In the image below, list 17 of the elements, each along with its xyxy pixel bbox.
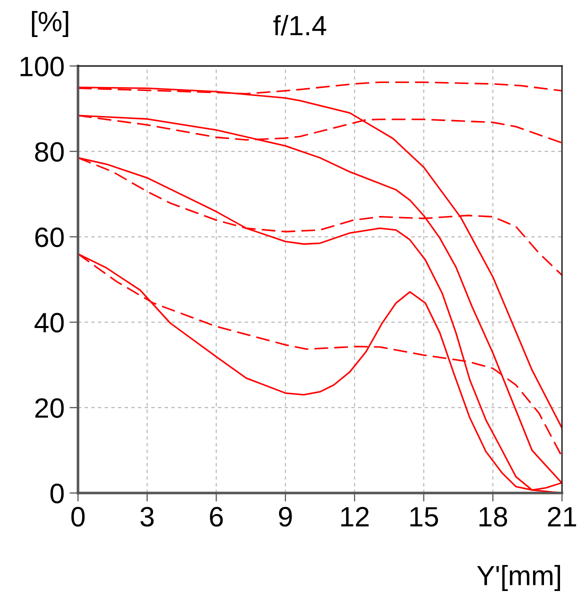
y-tick-label: 40 [34, 312, 64, 333]
x-tick-label: 18 [480, 506, 508, 527]
x-tick-label: 12 [341, 506, 369, 526]
x-tick-label: 21 [548, 506, 576, 526]
x-tick-label: 9 [279, 506, 292, 527]
y-axis-title: [%] [32, 11, 68, 37]
y-tick-label: 0 [50, 484, 64, 504]
x-axis-title: Y'[mm] [477, 565, 560, 591]
x-tick-label: 3 [140, 506, 154, 527]
y-tick-label: 20 [35, 398, 64, 418]
y-tick-label: 80 [35, 142, 64, 162]
x-tick-label: 0 [71, 506, 85, 527]
chart-title: f/1.4 [273, 15, 326, 36]
y-tick-label: 60 [35, 227, 64, 248]
x-tick-label: 6 [210, 506, 223, 527]
y-tick-label: 100 [20, 56, 64, 76]
x-tick-label: 15 [410, 507, 438, 527]
